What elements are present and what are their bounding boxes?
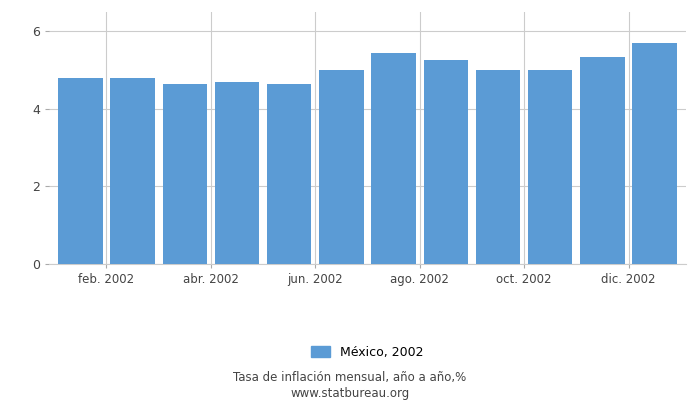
Bar xyxy=(580,56,624,264)
Text: www.statbureau.org: www.statbureau.org xyxy=(290,388,410,400)
Bar xyxy=(58,78,102,264)
Bar xyxy=(528,70,573,264)
Bar xyxy=(424,60,468,264)
Bar xyxy=(372,53,416,264)
Bar xyxy=(476,70,520,264)
Bar xyxy=(215,82,259,264)
Text: Tasa de inflación mensual, año a año,%: Tasa de inflación mensual, año a año,% xyxy=(233,372,467,384)
Legend: México, 2002: México, 2002 xyxy=(307,340,428,364)
Bar xyxy=(162,84,207,264)
Bar xyxy=(111,78,155,264)
Bar xyxy=(319,70,363,264)
Bar xyxy=(267,84,312,264)
Bar xyxy=(633,43,677,264)
